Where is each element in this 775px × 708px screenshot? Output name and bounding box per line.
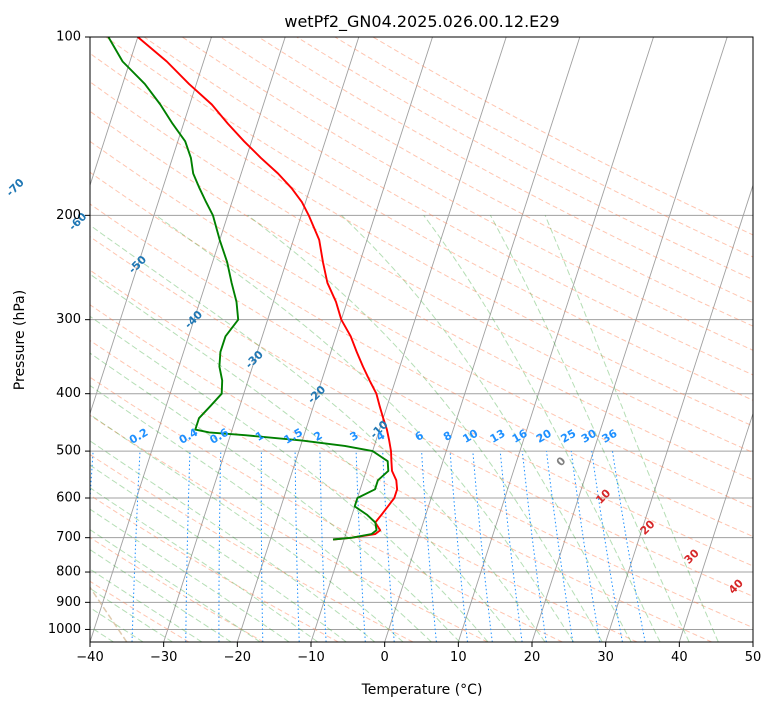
moist-adiabat-line (90, 273, 517, 642)
x-tick-label: −30 (150, 650, 177, 665)
dry-adiabat-line (90, 81, 753, 454)
dry-adiabat-line (90, 110, 753, 481)
dry-adiabat-line (90, 494, 339, 642)
x-tick-label: −10 (297, 650, 324, 665)
dry-adiabat-line (90, 52, 753, 427)
x-tick-label: −20 (224, 650, 251, 665)
isotherm-line (90, 37, 212, 416)
x-tick-label: 30 (597, 650, 614, 665)
x-tick-label: 20 (524, 650, 541, 665)
dry-adiabat-line (90, 536, 264, 642)
mixing-ratio-line (472, 451, 493, 642)
dry-adiabat-line (334, 37, 753, 258)
moist-adiabat-line (90, 529, 261, 642)
y-tick-label: 200 (56, 208, 81, 223)
moist-adiabat-line (90, 440, 376, 642)
isotherm-line (678, 412, 753, 642)
moist-adiabat-line (90, 549, 232, 642)
y-axis-label: Pressure (hPa) (12, 290, 28, 390)
isotherm-line (90, 37, 286, 642)
dry-adiabat-line (90, 236, 753, 597)
x-tick-label: 50 (745, 650, 762, 665)
moist-adiabat-line (90, 384, 432, 642)
moist-adiabat-line (90, 508, 290, 642)
moist-adiabat-line (341, 214, 632, 642)
moist-adiabat-line (544, 215, 719, 642)
moist-adiabat-line (90, 315, 489, 642)
dry-adiabat-line (105, 37, 753, 401)
chart-title: wetPf2_GN04.2025.026.00.12.E29 (284, 12, 559, 32)
moist-adiabat-line (90, 568, 203, 642)
plot-background (90, 37, 753, 642)
moist-adiabat-line (90, 587, 173, 642)
x-tick-label: 10 (450, 650, 467, 665)
y-tick-label: 800 (56, 565, 81, 580)
mixing-ratio-line (521, 451, 547, 642)
mixing-ratio-line (591, 451, 623, 642)
moist-adiabat-line (155, 214, 575, 642)
x-tick-label: 40 (671, 650, 688, 665)
mixing-ratio-line (570, 451, 601, 642)
moist-adiabat-line (90, 464, 347, 642)
x-axis-label: Temperature (°C) (361, 682, 483, 698)
mixing-ratio-line (499, 451, 523, 642)
temperature-line (137, 37, 399, 541)
y-tick-label: 100 (56, 30, 81, 45)
isotherm-line (90, 37, 139, 187)
y-tick-label: 600 (56, 491, 81, 506)
isotherm-line (457, 37, 654, 642)
x-tick-label: 0 (381, 650, 389, 665)
dry-adiabat-line (90, 453, 414, 642)
dry-adiabat-line (258, 37, 753, 304)
y-tick-label: 700 (56, 530, 81, 545)
dry-adiabat-line (181, 37, 753, 351)
dry-adiabat-line (90, 171, 753, 538)
y-tick-label: 500 (56, 444, 81, 459)
isotherm-line (163, 37, 360, 642)
mixing-ratio-line (546, 451, 574, 642)
moist-adiabat-line (90, 352, 461, 642)
dry-adiabat-line (90, 269, 753, 629)
isotherm-line (236, 37, 433, 642)
moist-adiabat-line (90, 224, 546, 642)
y-tick-label: 400 (56, 386, 81, 401)
dewpoint-line (107, 37, 390, 541)
dry-adiabat-line (143, 37, 753, 376)
moist-adiabat-line (247, 214, 603, 642)
moist-adiabat-line (489, 215, 690, 642)
mixing-ratio-line (612, 451, 646, 642)
background-lines (90, 37, 753, 642)
y-tick-label: 1000 (48, 622, 81, 637)
moist-adiabat-line (90, 413, 404, 642)
data-lines (107, 37, 399, 541)
x-tick-label: −40 (76, 650, 103, 665)
y-tick-label: 900 (56, 595, 81, 610)
axes: −40 −30 −20 −10 0 10 20 30 40 50 100 200 300 400 500 60… (48, 30, 761, 666)
dry-adiabat-line (90, 203, 753, 567)
isotherm-line (531, 37, 728, 642)
moist-adiabat-line (90, 487, 319, 642)
y-tick-label: 300 (56, 312, 81, 327)
isotherm-line (605, 183, 753, 642)
isotherm-line (384, 37, 581, 642)
plot-frame (89, 36, 754, 643)
isotherm-line (310, 37, 507, 642)
dry-adiabat-line (296, 37, 753, 281)
mixing-ratio-line (449, 451, 468, 642)
